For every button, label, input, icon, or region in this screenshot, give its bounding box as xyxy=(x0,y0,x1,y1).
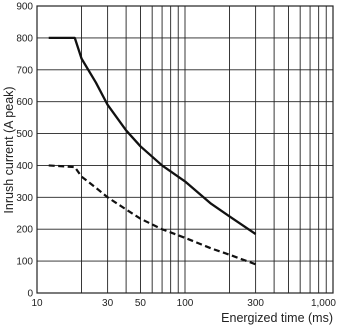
y-tick-label: 400 xyxy=(16,161,33,172)
y-tick-label: 500 xyxy=(16,129,33,140)
x-tick-label: 10 xyxy=(31,298,43,309)
grid xyxy=(37,6,333,293)
y-tick-label: 300 xyxy=(16,193,33,204)
y-tick-label: 0 xyxy=(27,289,33,300)
y-tick-labels: 0 100 200 300 400 500 600 700 800 900 xyxy=(16,2,33,300)
x-tick-label: 100 xyxy=(177,298,194,309)
series-line-dashed xyxy=(48,164,256,266)
y-tick-label: 600 xyxy=(16,97,33,108)
y-axis-label: Inrush current (A peak) xyxy=(2,86,16,213)
y-tick-label: 900 xyxy=(16,2,33,13)
plot-frame xyxy=(36,5,334,294)
y-tick-label: 100 xyxy=(16,257,33,268)
x-tick-label: 300 xyxy=(247,298,264,309)
x-tick-labels: 10 30 50 100 300 1,000 xyxy=(31,298,336,309)
y-tick-label: 200 xyxy=(16,225,33,236)
y-tick-label: 700 xyxy=(16,65,33,76)
y-tick-label: 800 xyxy=(16,33,33,44)
x-axis-label: Energized time (ms) xyxy=(221,311,333,325)
x-tick-label: 1,000 xyxy=(311,298,336,309)
x-tick-label: 30 xyxy=(102,298,114,309)
series-line-solid xyxy=(48,36,257,235)
x-tick-label: 50 xyxy=(135,298,147,309)
series-group xyxy=(48,36,257,266)
